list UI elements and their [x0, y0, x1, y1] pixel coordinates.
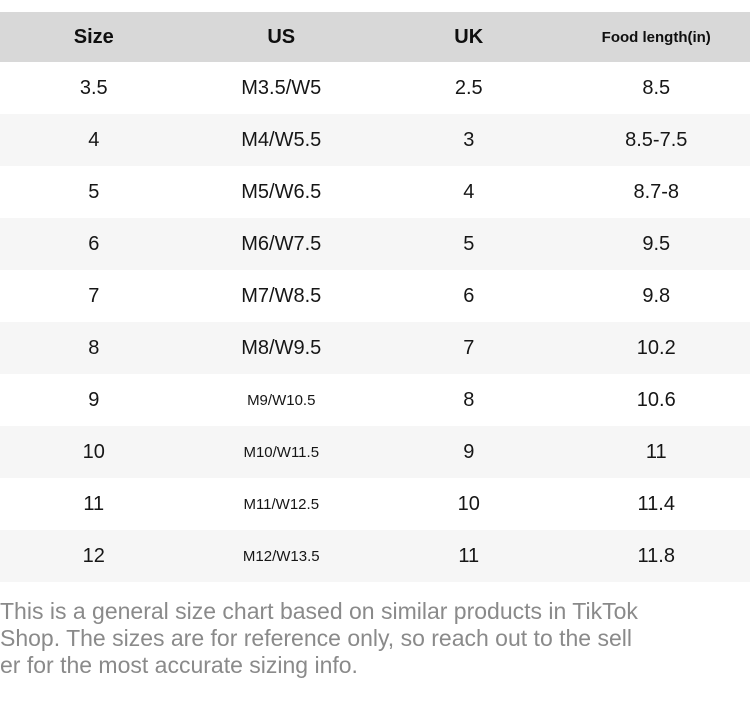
cell-food-length: 11.8: [563, 546, 750, 566]
table-header-row: Size US UK Food length(in): [0, 12, 750, 62]
cell-us: M7/W8.5: [188, 286, 376, 306]
cell-us: M6/W7.5: [188, 234, 376, 254]
cell-size: 3.5: [0, 78, 188, 98]
cell-food-length: 8.5-7.5: [563, 130, 750, 150]
cell-size: 8: [0, 338, 188, 358]
cell-size: 7: [0, 286, 188, 306]
cell-us: M12/W13.5: [188, 549, 376, 564]
cell-food-length: 10.6: [563, 390, 750, 410]
cell-us: M4/W5.5: [188, 130, 376, 150]
cell-uk: 8: [375, 390, 563, 410]
cell-uk: 3: [375, 130, 563, 150]
cell-uk: 11: [375, 546, 563, 566]
cell-uk: 2.5: [375, 78, 563, 98]
cell-uk: 10: [375, 494, 563, 514]
cell-food-length: 10.2: [563, 338, 750, 358]
cell-us: M3.5/W5: [188, 78, 376, 98]
cell-size: 5: [0, 182, 188, 202]
cell-uk: 7: [375, 338, 563, 358]
cell-us: M5/W6.5: [188, 182, 376, 202]
cell-size: 10: [0, 442, 188, 462]
cell-us: M9/W10.5: [188, 393, 376, 408]
header-food-length: Food length(in): [563, 30, 750, 45]
cell-food-length: 11: [563, 442, 750, 462]
cell-food-length: 9.8: [563, 286, 750, 306]
cell-us: M11/W12.5: [188, 497, 376, 512]
cell-size: 9: [0, 390, 188, 410]
cell-size: 4: [0, 130, 188, 150]
header-uk: UK: [375, 27, 563, 47]
header-size: Size: [0, 27, 188, 47]
cell-us: M8/W9.5: [188, 338, 376, 358]
cell-food-length: 8.5: [563, 78, 750, 98]
cell-size: 11: [0, 494, 188, 514]
cell-uk: 6: [375, 286, 563, 306]
cell-uk: 4: [375, 182, 563, 202]
cell-uk: 5: [375, 234, 563, 254]
size-chart-disclaimer: This is a general size chart based on si…: [0, 598, 750, 679]
cell-size: 6: [0, 234, 188, 254]
cell-food-length: 9.5: [563, 234, 750, 254]
cell-uk: 9: [375, 442, 563, 462]
header-us: US: [188, 27, 376, 47]
cell-us: M10/W11.5: [188, 445, 376, 460]
cell-food-length: 11.4: [563, 494, 750, 514]
cell-food-length: 8.7-8: [563, 182, 750, 202]
cell-size: 12: [0, 546, 188, 566]
